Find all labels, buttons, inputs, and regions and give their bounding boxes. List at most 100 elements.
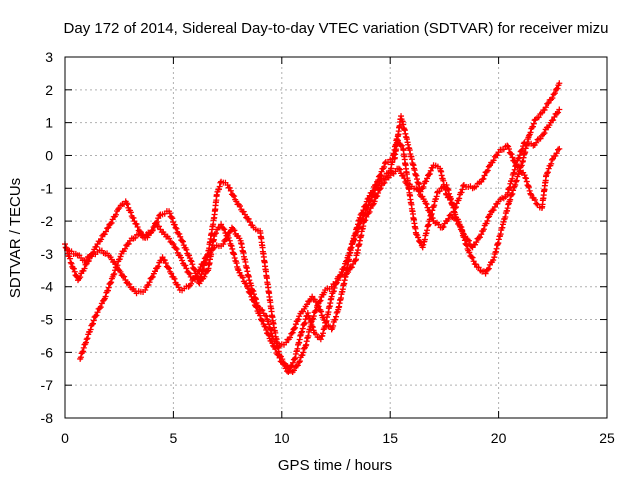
data-point-marker <box>286 364 293 371</box>
data-point-marker <box>173 246 180 253</box>
data-point-marker <box>378 168 385 175</box>
data-point-marker <box>283 339 290 346</box>
data-point-marker <box>188 280 195 287</box>
data-point-marker <box>111 270 118 277</box>
data-point-marker <box>168 214 175 221</box>
data-point-marker <box>87 326 94 333</box>
data-point-marker <box>296 358 303 365</box>
data-point-marker <box>224 181 231 188</box>
data-point-marker <box>530 120 537 127</box>
data-point-marker <box>439 224 446 231</box>
data-point-marker <box>236 269 243 276</box>
data-point-marker <box>362 203 369 210</box>
data-point-marker <box>149 227 156 234</box>
data-point-marker <box>112 211 119 218</box>
data-point-marker <box>309 316 316 323</box>
data-point-marker <box>221 226 228 233</box>
data-point-marker <box>183 265 190 272</box>
data-point-marker <box>469 254 476 261</box>
data-point-marker <box>177 254 184 261</box>
data-point-marker <box>288 330 295 337</box>
data-point-marker <box>124 201 131 208</box>
data-point-marker <box>475 264 482 271</box>
data-point-marker <box>548 160 555 167</box>
y-tick-label: -5 <box>41 312 54 328</box>
data-point-marker <box>484 266 491 273</box>
x-tick-label: 15 <box>382 430 398 446</box>
data-point-marker <box>223 236 230 243</box>
data-point-marker <box>550 91 557 98</box>
data-point-marker <box>174 281 181 288</box>
data-point-marker <box>102 228 109 235</box>
data-point-marker <box>84 335 91 342</box>
data-point-marker <box>494 152 501 159</box>
data-point-marker <box>518 147 525 154</box>
data-point-marker <box>337 272 344 279</box>
data-point-marker <box>509 154 516 161</box>
data-point-marker <box>424 175 431 182</box>
data-points <box>62 80 563 376</box>
y-tick-label: -7 <box>41 377 54 393</box>
data-point-marker <box>553 150 560 157</box>
data-point-marker <box>227 187 234 194</box>
data-point-marker <box>213 191 220 198</box>
data-point-marker <box>231 227 238 234</box>
data-point-marker <box>523 175 530 182</box>
data-point-marker <box>328 293 335 300</box>
data-point-marker <box>377 172 384 179</box>
x-tick-label: 0 <box>61 430 69 446</box>
data-point-marker <box>482 270 489 277</box>
data-point-marker <box>220 241 227 248</box>
data-point-marker <box>80 348 87 355</box>
data-point-marker <box>311 296 318 303</box>
data-point-marker <box>516 155 523 162</box>
data-point-marker <box>236 203 243 210</box>
x-axis-label: GPS time / hours <box>278 457 392 474</box>
data-point-marker <box>186 252 193 259</box>
data-point-marker <box>540 131 547 138</box>
data-point-marker <box>551 114 558 120</box>
data-point-marker <box>424 204 431 211</box>
data-point-marker <box>226 229 233 236</box>
data-point-marker <box>79 349 86 356</box>
data-point-marker <box>246 219 253 226</box>
data-point-marker <box>544 100 551 107</box>
data-point-marker <box>506 145 513 152</box>
data-point-marker <box>197 274 204 281</box>
data-point-marker <box>292 321 299 328</box>
data-point-marker <box>105 284 112 291</box>
data-point-marker <box>317 297 324 304</box>
data-point-marker <box>116 256 123 263</box>
data-point-marker <box>350 260 357 267</box>
data-point-marker <box>104 287 111 294</box>
data-point-marker <box>426 171 433 178</box>
data-point-marker <box>166 235 173 242</box>
data-point-marker <box>508 151 515 158</box>
data-point-marker <box>490 157 497 164</box>
data-point-marker <box>555 109 562 116</box>
data-point-marker <box>81 265 88 272</box>
series-3 <box>64 113 563 349</box>
data-point-marker <box>134 223 141 230</box>
data-point-marker <box>207 249 214 256</box>
data-point-marker <box>512 181 519 188</box>
data-point-marker <box>490 257 497 264</box>
data-point-marker <box>107 280 114 287</box>
data-point-marker <box>93 312 100 319</box>
data-point-marker <box>422 200 429 207</box>
data-point-marker <box>77 354 84 361</box>
data-point-marker <box>82 339 89 346</box>
data-point-marker <box>185 269 192 276</box>
data-point-marker <box>259 307 266 314</box>
data-point-marker <box>168 270 175 277</box>
data-point-marker <box>507 196 514 203</box>
data-point-marker <box>465 237 472 244</box>
data-point-marker <box>179 238 186 245</box>
data-point-marker <box>306 297 313 304</box>
data-point-marker <box>155 263 162 270</box>
data-point-marker <box>381 163 388 170</box>
data-point-marker <box>525 182 532 189</box>
data-point-marker <box>71 268 78 275</box>
data-point-marker <box>314 302 321 309</box>
data-point-marker <box>515 164 522 171</box>
